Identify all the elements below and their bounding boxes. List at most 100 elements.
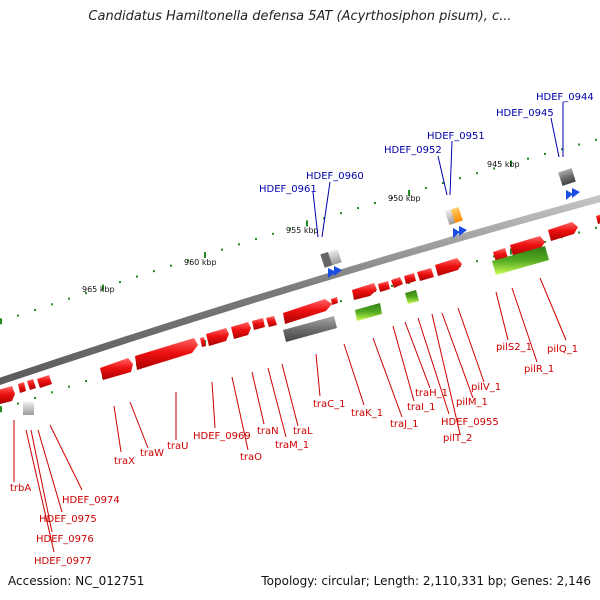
gene-label[interactable]: HDEF_0960: [306, 171, 364, 182]
gene-label[interactable]: traL: [293, 426, 313, 437]
kbp-label: 955 kbp: [286, 226, 319, 235]
minor-tick: [170, 264, 172, 267]
gene-feature[interactable]: [391, 277, 403, 288]
gene-label[interactable]: pilM_1: [456, 397, 488, 408]
gene-feature[interactable]: [445, 209, 456, 225]
gene-feature[interactable]: [135, 338, 198, 370]
rna-feature[interactable]: [355, 303, 382, 321]
pseudo-gene-feature[interactable]: [283, 316, 337, 342]
inner-strand-features: [0, 316, 277, 415]
minor-tick: [85, 292, 87, 295]
gene-feature[interactable]: [206, 328, 229, 346]
gene-feature[interactable]: [510, 236, 545, 256]
minor-tick: [544, 240, 546, 243]
minor-tick: [238, 243, 240, 246]
gene-feature[interactable]: [283, 299, 332, 324]
map-title: Candidatus Hamiltonella defensa 5AT (Acy…: [88, 9, 512, 24]
gene-label[interactable]: HDEF_0976: [36, 534, 94, 545]
minor-tick: [459, 177, 461, 180]
minor-tick: [255, 238, 257, 241]
gene-label[interactable]: traI_1: [407, 402, 435, 413]
minor-tick: [544, 152, 546, 155]
rna-feature[interactable]: [405, 290, 419, 304]
blue-arrow-feature[interactable]: [566, 188, 580, 200]
gene-label[interactable]: traW: [140, 448, 164, 459]
gene-feature[interactable]: [596, 213, 600, 224]
gene-feature[interactable]: [100, 358, 133, 380]
major-tick: [510, 248, 512, 255]
gene-feature[interactable]: [252, 318, 265, 330]
major-tick: [408, 189, 410, 196]
minor-tick: [561, 148, 563, 151]
gene-feature[interactable]: [200, 337, 206, 347]
gene-feature[interactable]: [548, 222, 578, 241]
kbp-label: 960 kbp: [184, 258, 217, 267]
gene-label[interactable]: traK_1: [351, 408, 383, 419]
gene-label[interactable]: HDEF_0961: [259, 184, 317, 195]
gene-feature[interactable]: [27, 379, 36, 390]
genome-backbone: [0, 194, 600, 385]
minor-tick: [476, 172, 478, 175]
gene-label[interactable]: HDEF_0969: [193, 431, 251, 442]
minor-tick: [17, 314, 19, 317]
gene-label[interactable]: traC_1: [313, 399, 346, 410]
label-leader-lines: [13, 102, 567, 553]
gene-label[interactable]: traJ_1: [390, 419, 418, 430]
major-tick: [0, 406, 2, 413]
gene-label[interactable]: HDEF_0977: [34, 556, 92, 567]
blue-arrow-feature[interactable]: [328, 266, 342, 278]
minor-tick: [323, 217, 325, 220]
gene-feature[interactable]: [404, 273, 416, 284]
gene-feature[interactable]: [231, 322, 251, 339]
gene-label[interactable]: pilV_1: [471, 382, 501, 393]
gene-feature[interactable]: [378, 281, 390, 292]
gene-label[interactable]: pilR_1: [524, 364, 554, 375]
gene-label[interactable]: trbA: [10, 483, 31, 494]
gene-label[interactable]: HDEF_0975: [39, 514, 97, 525]
gene-label[interactable]: traU: [167, 441, 188, 452]
minor-tick: [136, 275, 138, 278]
gene-label[interactable]: HDEF_0952: [384, 145, 442, 156]
gene-label[interactable]: HDEF_0974: [62, 495, 120, 506]
gene-feature[interactable]: [331, 297, 338, 305]
minor-tick: [221, 248, 223, 251]
gene-feature[interactable]: [558, 168, 576, 186]
gene-feature[interactable]: [266, 316, 277, 327]
gene-feature[interactable]: [0, 386, 15, 404]
minor-tick: [357, 207, 359, 210]
blue-arrow-feature[interactable]: [453, 226, 467, 238]
gene-label[interactable]: traO: [240, 452, 262, 463]
gene-feature[interactable]: [23, 402, 34, 415]
gene-feature[interactable]: [37, 375, 52, 388]
minor-tick: [51, 303, 53, 306]
gene-label[interactable]: HDEF_0955: [441, 417, 499, 428]
gene-label[interactable]: pilS2_1: [496, 342, 532, 353]
major-tick: [0, 318, 2, 325]
minor-tick: [578, 143, 580, 146]
gene-feature[interactable]: [352, 283, 377, 300]
gene-feature[interactable]: [18, 382, 26, 393]
gene-label[interactable]: traX: [114, 456, 135, 467]
gene-feature[interactable]: [435, 258, 462, 276]
topology-text: Topology: circular; Length: 2,110,331 bp…: [261, 574, 591, 588]
minor-tick: [153, 270, 155, 273]
minor-tick: [493, 167, 495, 170]
rna-feature[interactable]: [492, 246, 549, 275]
gene-label[interactable]: HDEF_0945: [496, 108, 554, 119]
gene-label[interactable]: traH_1: [415, 388, 448, 399]
minor-tick: [51, 391, 53, 394]
minor-tick: [187, 259, 189, 262]
minor-tick: [68, 385, 70, 388]
major-tick: [102, 284, 104, 291]
gene-label[interactable]: HDEF_0951: [427, 131, 485, 142]
gene-feature[interactable]: [417, 268, 434, 281]
minor-tick: [425, 186, 427, 189]
gene-label[interactable]: pilT_2: [443, 433, 472, 444]
gene-label[interactable]: pilQ_1: [547, 344, 578, 355]
gene-label[interactable]: traM_1: [275, 440, 309, 451]
gene-feature[interactable]: [320, 251, 333, 268]
gene-label[interactable]: HDEF_0944: [536, 92, 594, 103]
gene-label[interactable]: traN: [257, 426, 279, 437]
